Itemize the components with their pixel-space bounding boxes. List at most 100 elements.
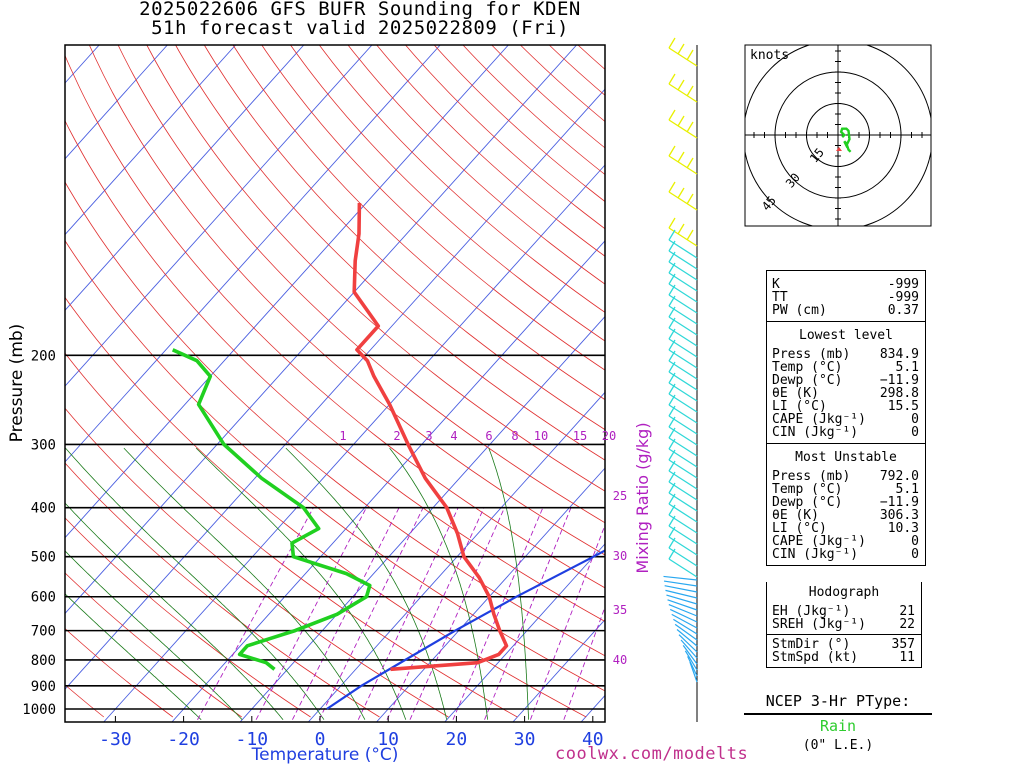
stat-row: Temp (°C) 5.1 [767, 483, 925, 496]
stat-row: θE (K) 306.3 [767, 509, 925, 522]
moist-adiabat-line [65, 502, 284, 720]
theta-e-label: 25 [613, 489, 627, 503]
plot-frame [64, 44, 606, 723]
wind-barb-flag [668, 471, 676, 483]
temperature-tick-label: 20 [446, 729, 468, 750]
mixing-ratio-line [563, 605, 605, 720]
theta-e-label: 35 [613, 603, 627, 617]
temperature-trace [352, 202, 509, 672]
mixing-ratio-line [292, 507, 400, 720]
stat-label: Temp (°C) [772, 482, 843, 497]
moist-adiabat-line [488, 447, 529, 720]
dry-adiabat-line [65, 54, 605, 589]
dry-adiabat-line [65, 239, 605, 692]
wind-barb-flag [677, 79, 685, 91]
stat-row: Temp (°C) 5.1 [767, 361, 925, 374]
stat-label: StmDir (°) [772, 637, 851, 652]
stat-value: 306.3 [879, 508, 919, 523]
mixing-ratio-label: 4 [450, 429, 457, 443]
pressure-tick-label: 900 [31, 679, 56, 695]
mixing-ratio-label: 20 [602, 429, 616, 443]
isotherm-line [239, 315, 605, 722]
stat-row: Dewp (°C) −11.9 [767, 374, 925, 387]
wind-barb-flag [668, 217, 676, 229]
wind-barbs [663, 37, 698, 722]
stat-value: 22 [899, 617, 915, 632]
stat-row: EH (Jkg⁻¹) 21 [767, 605, 921, 618]
credit-link[interactable]: coolwx.com/modelts [555, 744, 749, 764]
dry-adiabat-line [65, 517, 311, 718]
stat-value: 0 [911, 425, 919, 440]
axis-labels: 1 2 3 4 6 8 10 15 202530354020030040050060070080… [22, 348, 627, 750]
wind-barb-flag [668, 273, 676, 285]
wind-barb-flag [677, 151, 685, 163]
wind-barb [668, 191, 698, 211]
mixing-ratio-label: 1 [339, 429, 346, 443]
wind-barb-flag [668, 306, 676, 318]
wind-barb-low [689, 661, 698, 683]
stat-row: SREH (Jkg⁻¹) 22 [767, 618, 921, 631]
theta-e-label: 40 [613, 653, 627, 667]
stat-label: EH (Jkg⁻¹) [772, 604, 851, 619]
dry-adiabat-line [117, 45, 605, 524]
x-axis-title: Temperature (°C) [251, 745, 399, 765]
theta-e-label: 30 [613, 549, 627, 563]
moist-adiabat-line [65, 447, 325, 720]
stat-row: θE (K) 298.8 [767, 387, 925, 400]
temperature-tick-label: 0 [315, 729, 326, 750]
wind-barb [668, 558, 698, 578]
most-unstable-header: Most Unstable [795, 450, 897, 465]
wind-barb-flag [668, 73, 676, 85]
temperature-tick-label: 10 [377, 729, 399, 750]
stat-row: CIN (Jkg⁻¹) 0 [767, 548, 925, 561]
stat-row: Dewp (°C) −11.9 [767, 496, 925, 509]
wind-barb-flag [668, 229, 676, 241]
stat-label: Press (mb) [772, 347, 851, 362]
wind-barb-flag [668, 240, 676, 252]
stat-value: 15.5 [887, 399, 919, 414]
background-lines [65, 45, 605, 722]
y-axis-title: Pressure (mb) [7, 324, 27, 443]
hodograph-stats-panel: Hodograph EH (Jkg⁻¹) 21 SREH (Jkg⁻¹) 22 Stm… [766, 582, 922, 668]
dry-adiabat-line [318, 45, 605, 313]
stat-label: CIN (Jkg⁻¹) [772, 547, 859, 562]
stat-value: 0 [911, 547, 919, 562]
wind-barb-low [684, 650, 698, 671]
stat-label: CIN (Jkg⁻¹) [772, 425, 859, 440]
dry-adiabat-line [203, 45, 605, 431]
dry-adiabat-line [347, 45, 605, 285]
wind-barb-low [680, 639, 698, 659]
wind-barb-flag [677, 43, 685, 55]
isotherm-line [65, 88, 605, 690]
isotherm-line [65, 45, 509, 539]
wind-barb-flag [668, 515, 676, 527]
temperature-tick-label: -20 [167, 729, 200, 750]
moist-adiabat-line [65, 593, 202, 720]
wind-barb-flag [686, 49, 694, 61]
stat-label: CAPE (Jkg⁻¹) [772, 534, 866, 549]
pressure-tick-label: 400 [31, 501, 56, 517]
wind-barb-flag [677, 223, 685, 235]
dry-adiabat-line [88, 45, 605, 556]
dry-adiabat-line [146, 45, 605, 492]
tt-index-value: -999 [887, 290, 919, 305]
isotherm-line [171, 240, 605, 722]
wind-barb [668, 83, 698, 103]
dry-adiabat-line [65, 407, 449, 718]
dry-adiabat-line [405, 45, 605, 230]
wind-barb-low [673, 618, 698, 635]
k-index-row: K -999 [767, 278, 925, 291]
wind-barb-flag [668, 526, 676, 538]
dry-adiabat-line [65, 572, 242, 718]
stat-value: 0 [911, 412, 919, 427]
stat-row: CIN (Jkg⁻¹) 0 [767, 426, 925, 439]
stat-value: 357 [891, 637, 915, 652]
moist-adiabat-line [123, 447, 366, 720]
dry-adiabat-line [65, 462, 380, 718]
stat-label: CAPE (Jkg⁻¹) [772, 412, 866, 427]
dry-adiabat-line [261, 45, 605, 371]
wind-barb-flag [668, 460, 676, 472]
wind-barb [668, 547, 698, 567]
wind-barb-flag [668, 350, 676, 362]
wind-barb-low [671, 613, 698, 629]
